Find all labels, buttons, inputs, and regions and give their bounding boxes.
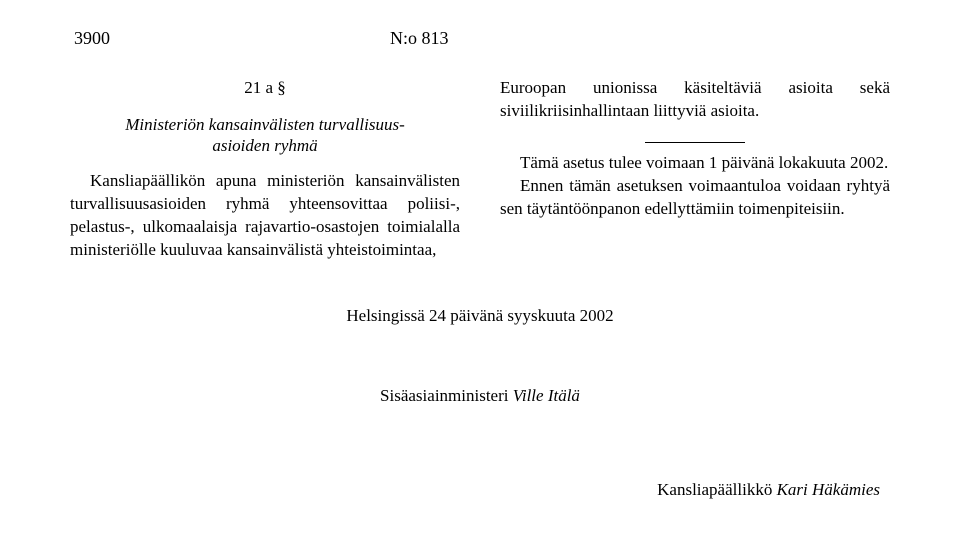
- chief-line: Kansliapäällikkö Kari Häkämies: [70, 480, 890, 500]
- right-paragraph-3: Ennen tämän asetuksen voimaantuloa voida…: [500, 175, 890, 221]
- page-header: 3900 N:o 813: [70, 28, 890, 49]
- minister-name: Ville Itälä: [513, 386, 580, 405]
- section-title-line1: Ministeriön kansainvälisten turvallisuus…: [125, 115, 405, 134]
- left-paragraph: Kansliapäällikön apuna ministeriön kansa…: [70, 170, 460, 262]
- section-title-line2: asioiden ryhmä: [212, 136, 317, 155]
- right-paragraph-2: Tämä asetus tulee voimaan 1 päivänä loka…: [500, 152, 890, 175]
- section-number: 21 a §: [70, 77, 460, 100]
- minister-label: Sisäasiainministeri: [380, 386, 508, 405]
- page-number: 3900: [74, 28, 110, 49]
- date-line: Helsingissä 24 päivänä syyskuuta 2002: [70, 306, 890, 326]
- chief-label: Kansliapäällikkö: [657, 480, 772, 499]
- section-title: Ministeriön kansainvälisten turvallisuus…: [70, 114, 460, 157]
- document-reference: N:o 813: [390, 28, 449, 49]
- section-divider: [645, 142, 745, 143]
- minister-line: Sisäasiainministeri Ville Itälä: [70, 386, 890, 406]
- content-columns: 21 a § Ministeriön kansainvälisten turva…: [70, 77, 890, 262]
- right-column: Euroopan unionissa käsiteltäviä asioita …: [500, 77, 890, 262]
- divider-wrap: [500, 127, 890, 150]
- right-paragraph-1: Euroopan unionissa käsiteltäviä asioita …: [500, 77, 890, 123]
- chief-name: Kari Häkämies: [777, 480, 880, 499]
- left-column: 21 a § Ministeriön kansainvälisten turva…: [70, 77, 460, 262]
